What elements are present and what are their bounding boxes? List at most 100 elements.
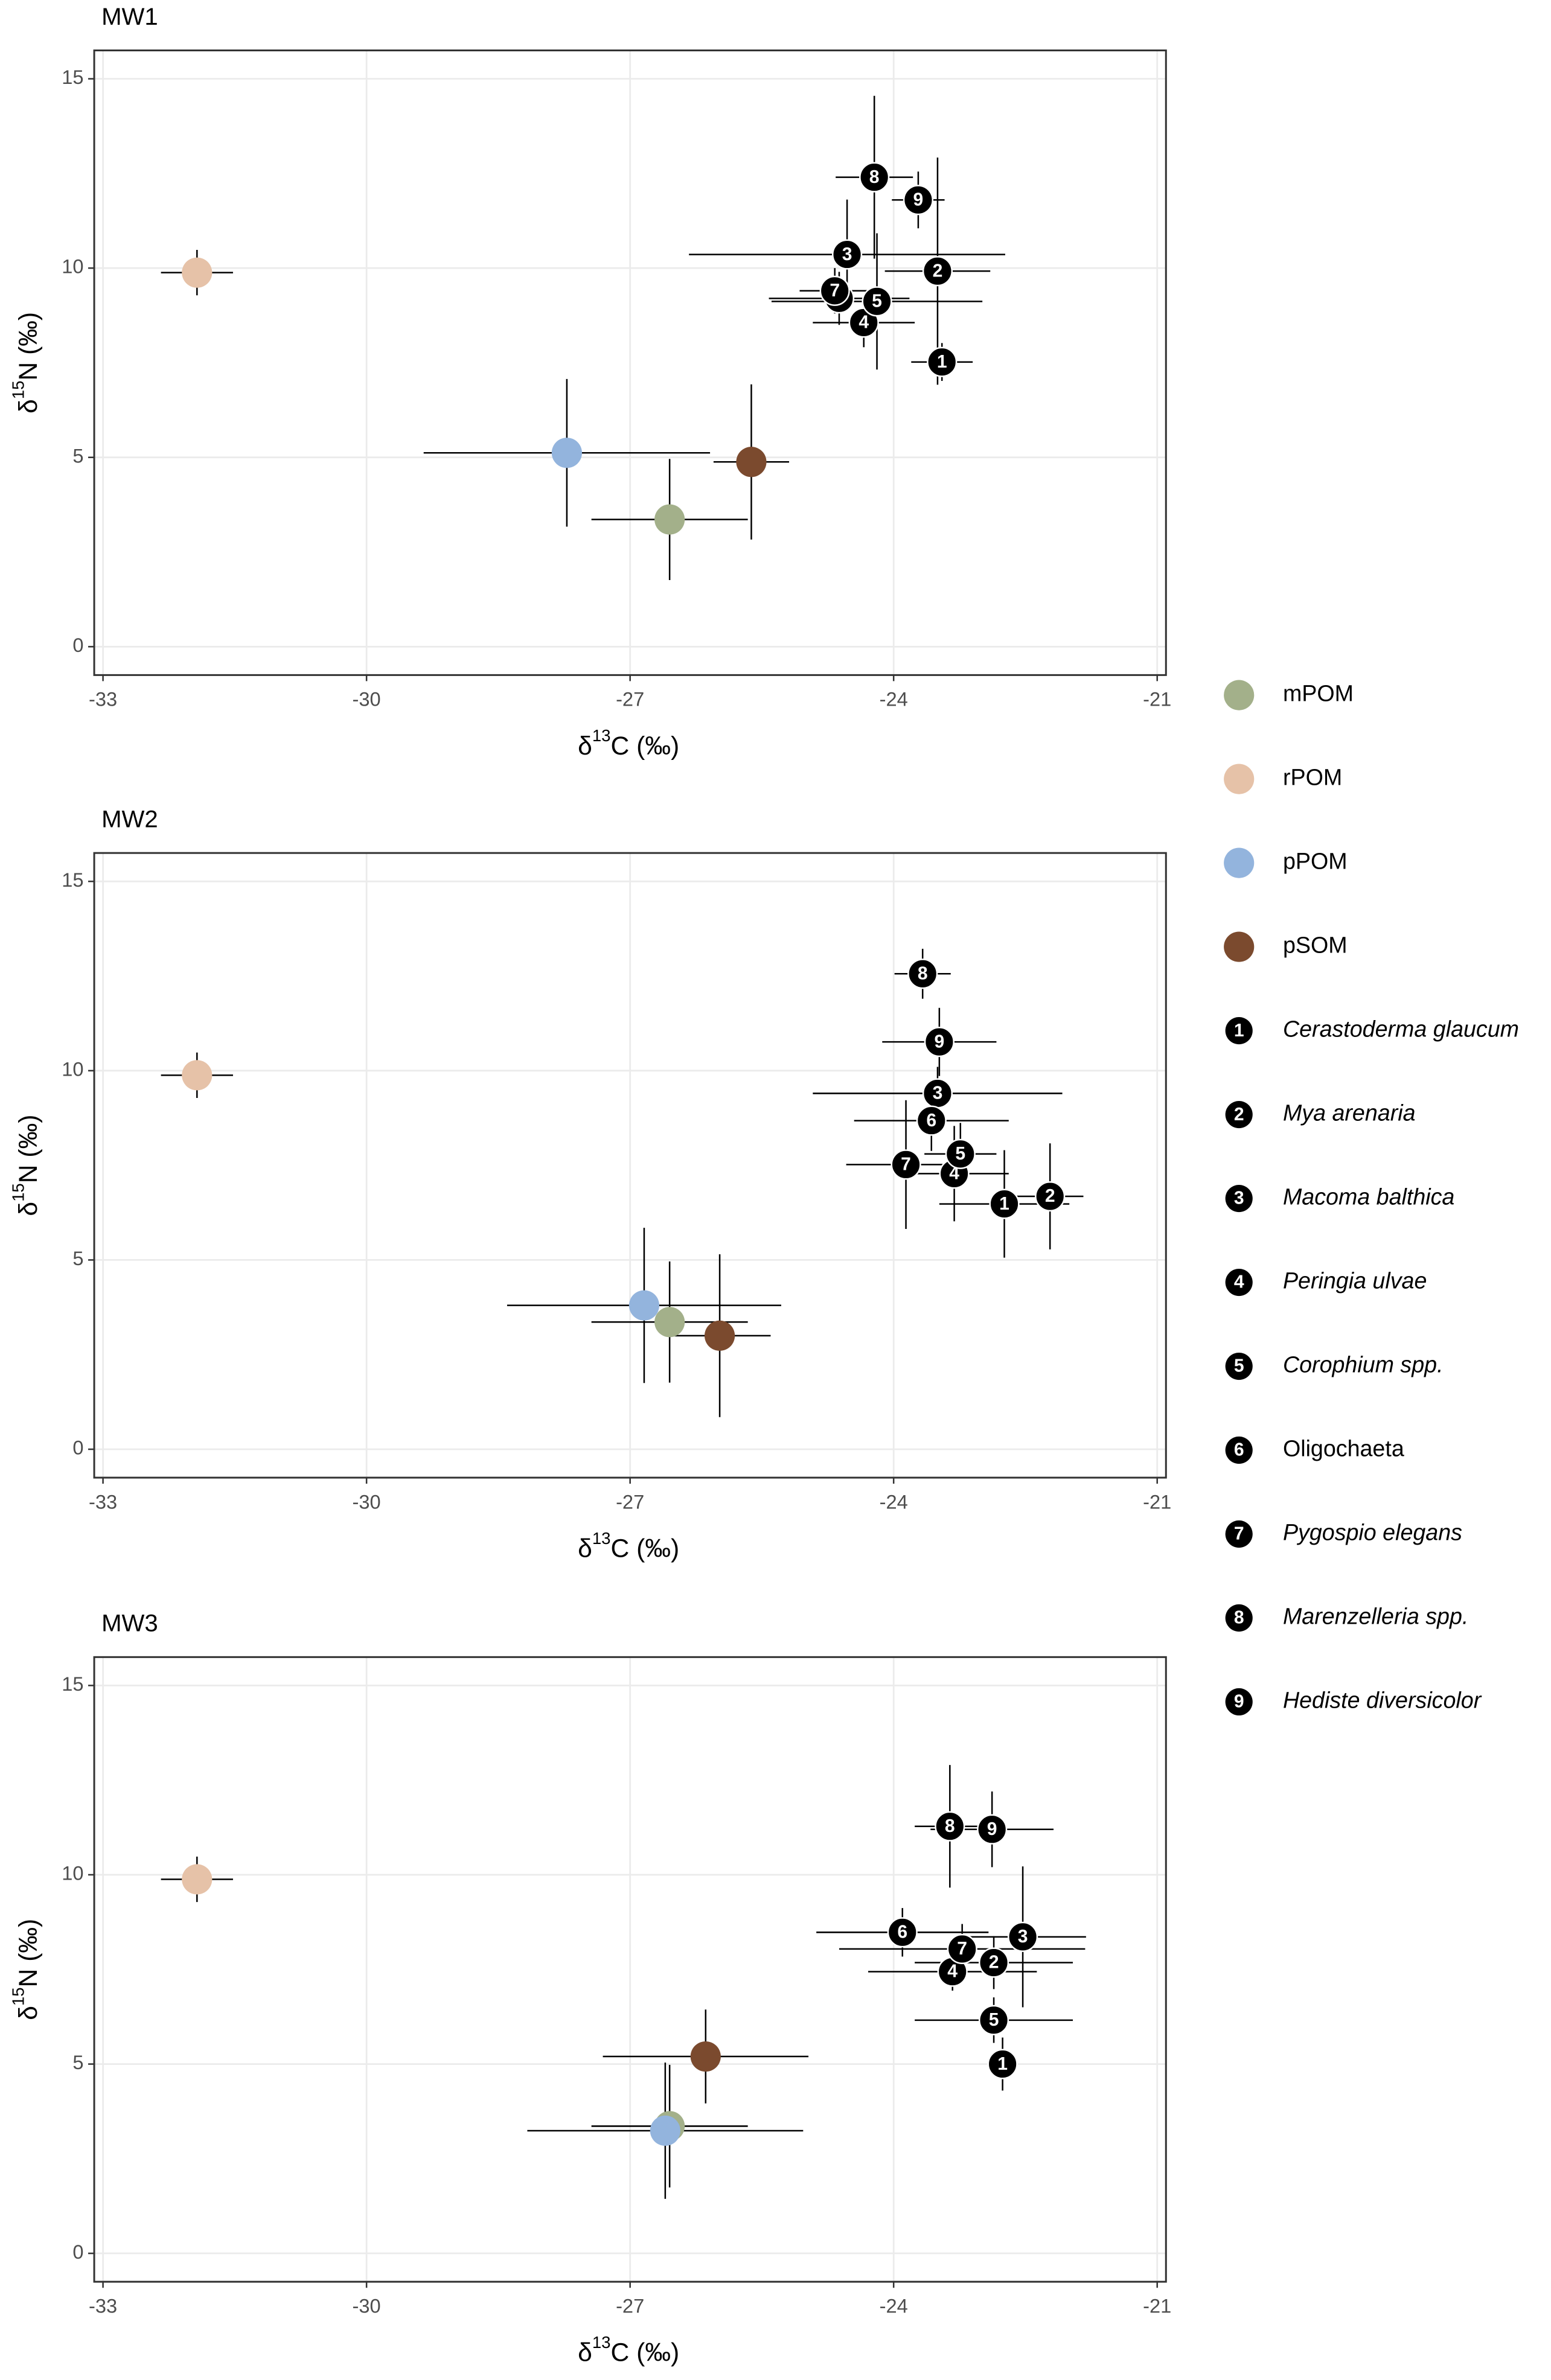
legend-label: pPOM [1283, 849, 1348, 874]
x-tick-label: -21 [1143, 1490, 1171, 1513]
legend: mPOM rPOM pPOM pSOM 1 Cerastoderma glaucum 2 My… [1224, 680, 1519, 1716]
x-axis-label-part: C (‰) [611, 2338, 680, 2367]
legend-marker [1224, 847, 1255, 878]
y-tick-label: 10 [62, 1862, 83, 1884]
point-label: 2 [989, 1953, 999, 1973]
legend-marker [1225, 1268, 1253, 1297]
x-axis-label-part: δ [578, 1534, 592, 1563]
chart-title: MW1 [101, 3, 158, 30]
x-tick-label: -24 [880, 688, 908, 710]
point [935, 1811, 965, 1842]
legend-marker-label: 8 [1234, 1608, 1244, 1628]
point [1035, 1181, 1066, 1212]
point-label: 5 [872, 292, 882, 311]
x-axis-label-part: 13 [592, 2333, 611, 2352]
point-label: 3 [842, 244, 852, 264]
y-tick-label: 10 [62, 255, 83, 278]
x-axis-label-part: 13 [592, 1529, 611, 1548]
legend-label: mPOM [1283, 681, 1354, 706]
y-axis-label-part: N (‰) [14, 312, 43, 381]
x-tick-label: -33 [89, 688, 117, 710]
legend-label: Marenzelleria spp. [1283, 1603, 1468, 1629]
point [182, 1864, 213, 1895]
y-tick-label: 5 [72, 1247, 83, 1269]
legend-label: pSOM [1283, 933, 1348, 958]
legend-label: Mya arenaria [1283, 1100, 1416, 1125]
y-tick-label: 0 [72, 1437, 83, 1459]
legend-marker-label: 3 [1234, 1188, 1244, 1208]
y-axis-label-part: δ [14, 1202, 43, 1216]
y-tick-label: 10 [62, 1058, 83, 1080]
y-tick-label: 15 [62, 1673, 83, 1695]
x-axis-label-part: 13 [592, 727, 611, 745]
legend-label: Pygospio elegans [1283, 1519, 1462, 1545]
point [182, 1060, 213, 1091]
x-tick-label: -33 [89, 1490, 117, 1513]
legend-label: Peringia ulvae [1283, 1268, 1427, 1293]
point [690, 2041, 721, 2072]
plot-border [93, 49, 1167, 676]
y-axis-label-part: 15 [9, 1987, 28, 2006]
x-tick-label: -21 [1143, 2294, 1171, 2317]
point-label: 2 [933, 261, 943, 281]
y-axis-label-part: 15 [9, 1183, 28, 1202]
point [862, 286, 892, 317]
y-axis-label-part: 15 [9, 381, 28, 400]
point-label: 1 [997, 2054, 1008, 2074]
legend-marker [1225, 1520, 1253, 1548]
y-tick-label: 15 [62, 66, 83, 88]
x-tick-label: -30 [353, 688, 381, 710]
point [947, 1933, 977, 1964]
legend-marker-label: 4 [1234, 1272, 1244, 1292]
point [819, 275, 850, 306]
point [831, 239, 863, 270]
point-label: 3 [933, 1083, 943, 1103]
x-tick-label: -24 [880, 2294, 908, 2317]
point-label: 2 [1045, 1186, 1055, 1206]
x-tick-label: -30 [353, 1490, 381, 1513]
point [628, 1290, 660, 1321]
point-label: 9 [987, 1819, 997, 1839]
legend-marker [1225, 1184, 1253, 1213]
point [1007, 1921, 1038, 1952]
legend-marker-label: 1 [1234, 1021, 1244, 1041]
legend-marker [1224, 680, 1255, 710]
chart-title: MW2 [101, 805, 158, 832]
legend-label: Macoma balthica [1283, 1184, 1454, 1209]
legend-marker-label: 7 [1234, 1524, 1244, 1544]
legend-marker-label: 6 [1234, 1440, 1244, 1460]
legend-label: Cerastoderma glaucum [1283, 1016, 1519, 1042]
x-tick-label: -27 [616, 1490, 644, 1513]
point [978, 2005, 1009, 2035]
plot-border [93, 1656, 1167, 2283]
legend-marker [1225, 1688, 1253, 1716]
y-tick-label: 15 [62, 869, 83, 891]
y-axis-label-part: δ [14, 2006, 43, 2020]
y-axis-label-part: δ [14, 399, 43, 413]
point [704, 1320, 735, 1351]
x-axis-label: δ13C (‰) [578, 727, 679, 761]
x-tick-label: -21 [1143, 688, 1171, 710]
y-tick-label: 0 [72, 634, 83, 656]
x-axis-label-part: C (‰) [611, 732, 680, 761]
y-axis-label: δ15N (‰) [9, 1115, 43, 1216]
point-label: 4 [947, 1962, 958, 1982]
point-label: 7 [830, 281, 840, 301]
point-label: 9 [934, 1032, 944, 1051]
x-tick-label: -27 [616, 2294, 644, 2317]
x-tick-label: -27 [616, 688, 644, 710]
legend-marker-label: 5 [1234, 1356, 1244, 1376]
legend-label: Oligochaeta [1283, 1435, 1404, 1461]
x-axis-label-part: δ [578, 732, 592, 761]
point [916, 1105, 947, 1136]
point-label: 9 [913, 190, 924, 209]
point [654, 504, 685, 535]
point [978, 1947, 1009, 1978]
x-tick-label: -33 [89, 2294, 117, 2317]
legend-label: Corophium spp. [1283, 1351, 1444, 1377]
